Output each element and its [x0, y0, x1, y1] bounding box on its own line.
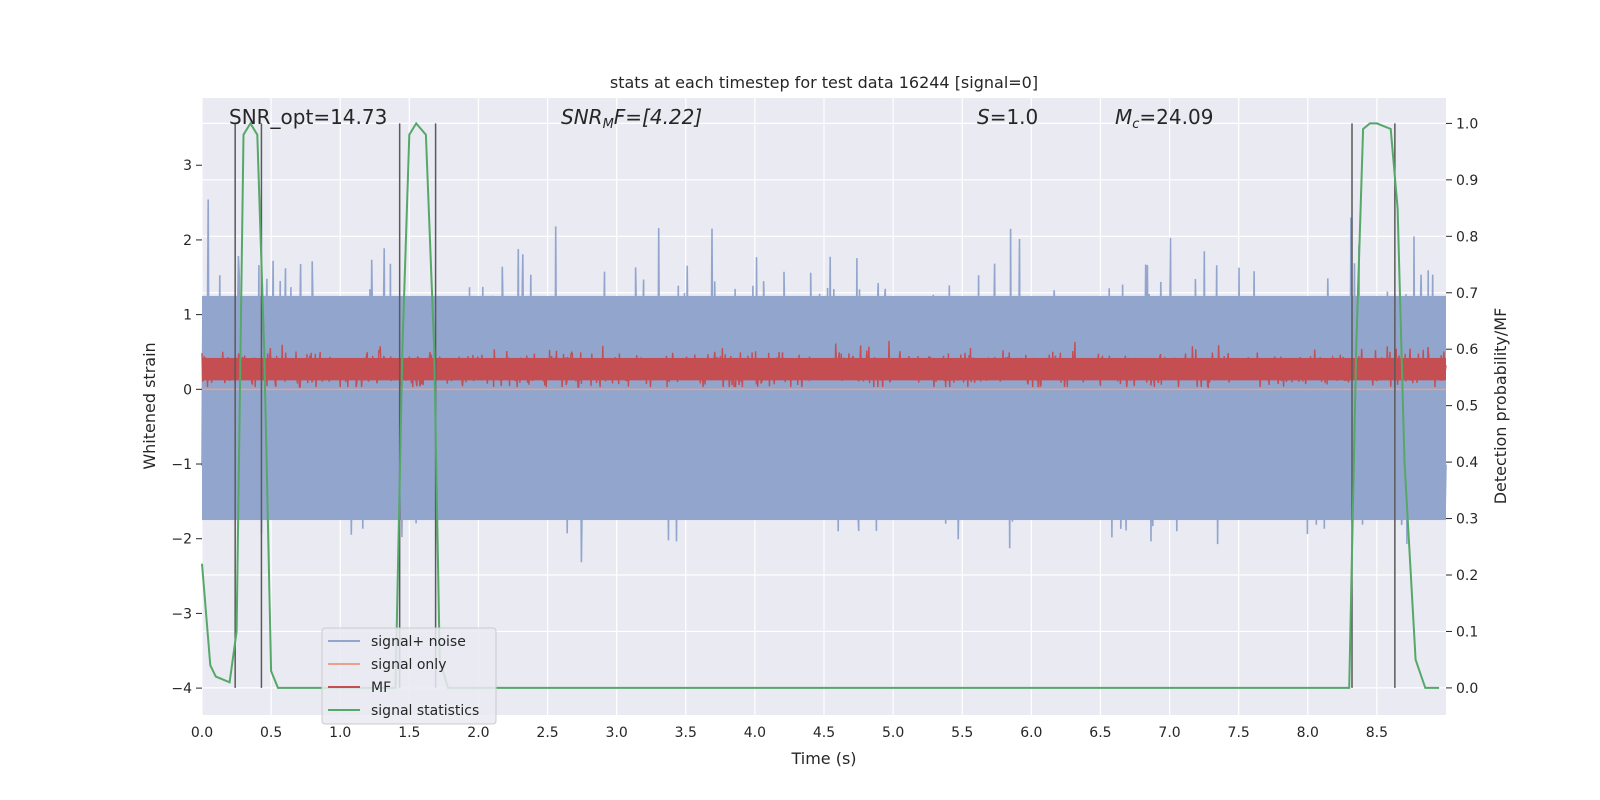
mf-series	[201, 340, 1447, 389]
y-right-tick-label: 0.4	[1456, 455, 1478, 471]
x-tick-label: 2.0	[467, 725, 489, 741]
y-right-tick-label: 0.0	[1456, 681, 1478, 697]
y-tick-label: 3	[183, 158, 192, 174]
x-tick-label: 0.0	[191, 725, 213, 741]
x-axis-label: Time (s)	[790, 749, 856, 768]
legend-label-signal-statistics: signal statistics	[371, 703, 479, 719]
y-right-tick-label: 0.9	[1456, 173, 1478, 189]
mf-trace	[201, 340, 1447, 389]
y-tick-label: 1	[183, 308, 192, 324]
x-tick-label: 7.5	[1228, 725, 1250, 741]
noise-band	[202, 295, 1446, 521]
y-right-axis-ticks: 0.0 0.1 0.2 0.3 0.4 0.5 0.6 0.7 0.8 0.9 1.0	[1446, 116, 1478, 697]
legend-box	[321, 627, 497, 725]
y-right-axis-label: Detection probability/MF	[1491, 308, 1510, 505]
y-axis-ticks: −4 −3 −2 −1 0 1 2 3	[171, 158, 202, 697]
noise-trace	[201, 199, 1447, 563]
legend-label-signal-only: signal only	[371, 657, 446, 673]
signal-plus-noise-series	[201, 199, 1447, 563]
y-tick-label: −1	[171, 457, 192, 473]
y-right-tick-label: 0.7	[1456, 286, 1478, 302]
annotation-snr-mf: SNRMF=[4.22]	[561, 105, 702, 132]
y-tick-label: −4	[171, 681, 192, 697]
x-tick-label: 3.5	[675, 725, 697, 741]
y-right-tick-label: 0.1	[1456, 624, 1478, 640]
y-right-tick-label: 0.3	[1456, 512, 1478, 528]
y-right-tick-label: 0.8	[1456, 229, 1478, 245]
y-tick-label: 2	[183, 233, 192, 249]
x-tick-label: 4.0	[744, 725, 766, 741]
y-right-tick-label: 0.2	[1456, 568, 1478, 584]
signal-statistics-series	[201, 121, 1440, 689]
y-tick-label: −3	[171, 606, 192, 622]
x-tick-label: 4.5	[813, 725, 835, 741]
x-tick-label: 7.0	[1158, 725, 1180, 741]
legend-label-signal-plus-noise: signal+ noise	[371, 634, 466, 650]
x-tick-label: 0.5	[260, 725, 282, 741]
x-tick-label: 1.0	[329, 725, 351, 741]
y-tick-label: −2	[171, 532, 192, 548]
x-tick-label: 1.5	[398, 725, 420, 741]
annotation-s: S=1.0	[977, 105, 1038, 129]
x-tick-label: 8.5	[1366, 725, 1388, 741]
legend-label-mf: MF	[371, 680, 391, 696]
x-tick-label: 5.5	[951, 725, 973, 741]
x-tick-label: 6.5	[1089, 725, 1111, 741]
x-tick-label: 8.0	[1297, 725, 1319, 741]
x-tick-label: 5.0	[882, 725, 904, 741]
y-right-tick-label: 0.5	[1456, 399, 1478, 415]
y-axis-label: Whitened strain	[140, 342, 159, 469]
x-tick-label: 6.0	[1020, 725, 1042, 741]
y-right-tick-label: 1.0	[1456, 116, 1478, 132]
x-tick-label: 3.0	[606, 725, 628, 741]
annotation-snr-opt: SNR_opt=14.73	[229, 105, 387, 129]
y-tick-label: 0	[183, 382, 192, 398]
annotation-mc: Mc=24.09	[1115, 105, 1213, 132]
x-tick-label: 2.5	[536, 725, 558, 741]
x-axis-ticks: 0.0 0.5 1.0 1.5 2.0 2.5 3.0 3.5 4.0 4.5 5.0 5.5 6.0 6…	[191, 725, 1388, 741]
chart-title: stats at each timestep for test data 162…	[610, 73, 1038, 92]
y-right-tick-label: 0.6	[1456, 342, 1478, 358]
legend: signal+ noise signal only MF signal stat…	[321, 627, 497, 725]
